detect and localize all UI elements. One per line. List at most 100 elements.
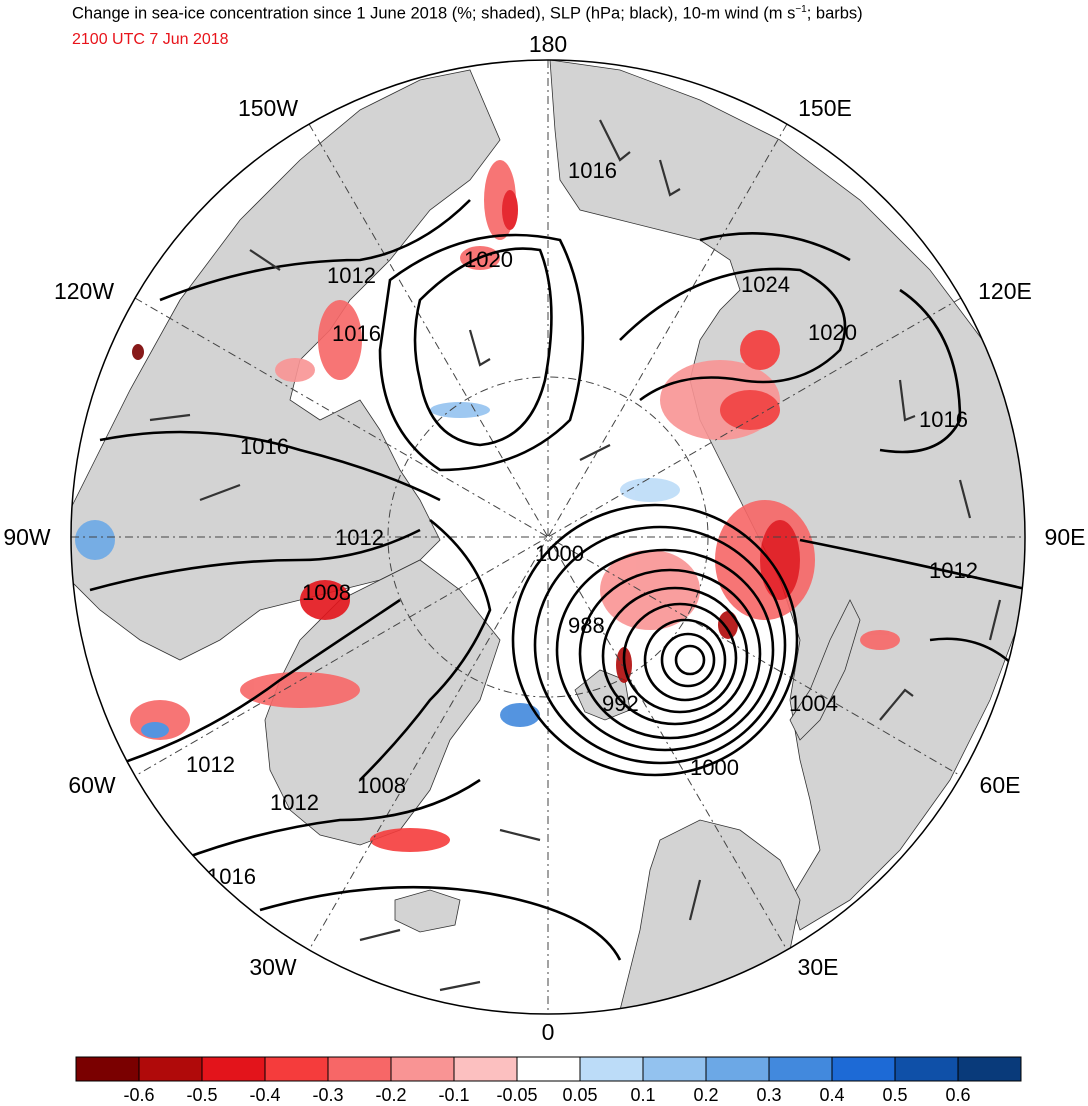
isobars bbox=[89, 199, 1025, 961]
wind-barb bbox=[599, 119, 631, 162]
isobar bbox=[533, 525, 787, 765]
colorbar-label: -0.2 bbox=[375, 1085, 406, 1105]
colorbar-swatch bbox=[768, 1056, 833, 1082]
isobar bbox=[601, 586, 749, 726]
lon-label-90w: 90W bbox=[3, 524, 51, 550]
colorbar-swatch bbox=[327, 1056, 392, 1082]
isobar bbox=[929, 637, 1025, 701]
isobar bbox=[619, 267, 847, 402]
isobar-label: 1000 bbox=[690, 755, 739, 780]
colorbar-label: 0.5 bbox=[882, 1085, 907, 1105]
isobar bbox=[99, 430, 441, 502]
isobar-label: 1000 bbox=[535, 541, 584, 566]
land-iceland bbox=[394, 889, 461, 933]
isobar-label: 1020 bbox=[464, 247, 513, 272]
isobar bbox=[99, 598, 401, 772]
lon-label-150e: 150E bbox=[798, 95, 852, 121]
wind-barb bbox=[249, 249, 281, 271]
wind-barb bbox=[958, 479, 972, 519]
lon-label-90e: 90E bbox=[1045, 524, 1086, 550]
colorbar-label: 0.1 bbox=[630, 1085, 655, 1105]
isobar-label: 1008 bbox=[302, 580, 351, 605]
colorbar-label: 0.3 bbox=[756, 1085, 781, 1105]
colorbar-label: -0.6 bbox=[123, 1085, 154, 1105]
colorbar-swatch bbox=[957, 1056, 1022, 1082]
isobar-label: 1012 bbox=[186, 752, 235, 777]
lon-label-30w: 30W bbox=[249, 954, 297, 980]
colorbar-label: 0.2 bbox=[693, 1085, 718, 1105]
lon-label-0: 0 bbox=[542, 1019, 555, 1045]
wind-barb bbox=[468, 329, 491, 367]
isobar-labels: 1016 1020 1012 1016 1016 1012 1008 1024 … bbox=[186, 158, 978, 889]
isobar-label: 1012 bbox=[335, 525, 384, 550]
lon-label-150w: 150W bbox=[238, 95, 298, 121]
wind-barbs bbox=[149, 119, 1002, 992]
ice-gain-patch bbox=[141, 722, 169, 738]
lon-label-120w: 120W bbox=[54, 278, 114, 304]
wind-barb bbox=[688, 879, 702, 921]
isobar bbox=[413, 247, 553, 447]
isobar-label: 1016 bbox=[568, 158, 617, 183]
isobar-label: 1012 bbox=[270, 790, 319, 815]
ice-loss-patch bbox=[318, 300, 362, 380]
isobar bbox=[879, 288, 962, 454]
wind-barb bbox=[879, 688, 914, 721]
lon-label-120e: 120E bbox=[978, 278, 1032, 304]
colorbar-label: 0.05 bbox=[562, 1085, 597, 1105]
ice-gain-patch bbox=[620, 478, 680, 502]
ice-loss-patch bbox=[740, 330, 780, 370]
ice-loss-patch bbox=[132, 344, 144, 360]
wind-barb bbox=[439, 980, 481, 992]
valid-time: 2100 UTC 7 Jun 2018 bbox=[72, 31, 229, 48]
isobar bbox=[699, 232, 851, 262]
isobar bbox=[378, 233, 585, 472]
colorbar-swatch bbox=[642, 1056, 707, 1082]
wind-barb bbox=[988, 599, 1002, 641]
ice-gain-patch bbox=[500, 703, 540, 727]
isobar-label: 1008 bbox=[357, 773, 406, 798]
isobar-label: 1016 bbox=[332, 321, 381, 346]
colorbar-label: -0.4 bbox=[249, 1085, 280, 1105]
colorbar-label: -0.5 bbox=[186, 1085, 217, 1105]
isobar-label: 1020 bbox=[808, 320, 857, 345]
isobar-label: 988 bbox=[568, 613, 605, 638]
isobar bbox=[259, 885, 622, 961]
isobar bbox=[89, 528, 421, 592]
colorbar-label: 0.4 bbox=[819, 1085, 844, 1105]
ice-loss-patch bbox=[720, 390, 780, 430]
isobar-label: 1016 bbox=[207, 864, 256, 889]
lon-label-60w: 60W bbox=[68, 772, 116, 798]
isobar-label: 1024 bbox=[741, 272, 790, 297]
isobar bbox=[799, 538, 1025, 592]
wind-barb bbox=[579, 444, 611, 461]
colorbar-swatch bbox=[831, 1056, 896, 1082]
ice-gain-patch bbox=[75, 520, 115, 560]
colorbar-swatch bbox=[390, 1056, 455, 1082]
isobar bbox=[555, 548, 775, 752]
colorbar-swatch bbox=[894, 1056, 959, 1082]
colorbar-label: -0.05 bbox=[496, 1085, 537, 1105]
lon-label-30e: 30E bbox=[798, 954, 839, 980]
colorbar-swatch bbox=[579, 1056, 644, 1082]
map-title: Change in sea-ice concentration since 1 … bbox=[72, 4, 863, 23]
wind-barb bbox=[898, 379, 916, 422]
isobar bbox=[660, 632, 716, 688]
wind-barb bbox=[658, 159, 681, 197]
isobar-label: 1016 bbox=[919, 407, 968, 432]
colorbar-swatch bbox=[705, 1056, 770, 1082]
ice-loss-patch bbox=[275, 358, 315, 382]
wind-barb bbox=[499, 828, 541, 842]
ice-loss-patch bbox=[502, 190, 518, 230]
wind-barb bbox=[359, 928, 401, 942]
colorbar-swatch bbox=[453, 1056, 518, 1082]
ice-loss-patch bbox=[718, 611, 738, 639]
isobar-label: 1012 bbox=[327, 263, 376, 288]
map-border bbox=[70, 59, 1026, 1015]
isobar bbox=[511, 503, 799, 777]
ice-loss-patch bbox=[240, 672, 360, 708]
isobar bbox=[179, 778, 481, 862]
colorbar-label: 0.6 bbox=[945, 1085, 970, 1105]
colorbar-label: -0.3 bbox=[312, 1085, 343, 1105]
colorbar-swatch bbox=[75, 1056, 140, 1082]
